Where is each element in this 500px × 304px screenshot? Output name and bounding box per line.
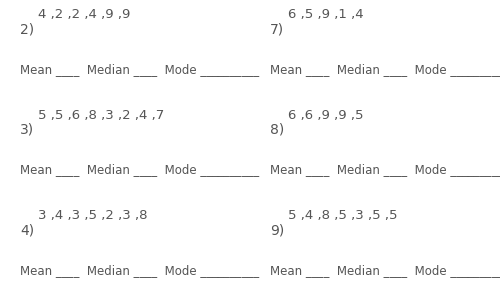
Text: 5 ,4 ,8 ,5 ,3 ,5 ,5: 5 ,4 ,8 ,5 ,3 ,5 ,5: [288, 209, 397, 222]
Text: Mean ____  Median ____  Mode __________: Mean ____ Median ____ Mode __________: [20, 163, 259, 176]
Text: Mean ____  Median ____  Mode __________: Mean ____ Median ____ Mode __________: [270, 163, 500, 176]
Text: 9): 9): [270, 223, 284, 237]
Text: Mean ____  Median ____  Mode __________: Mean ____ Median ____ Mode __________: [20, 264, 259, 277]
Text: 2): 2): [20, 22, 34, 36]
Text: 3): 3): [20, 123, 34, 137]
Text: 8): 8): [270, 123, 284, 137]
Text: 5 ,5 ,6 ,8 ,3 ,2 ,4 ,7: 5 ,5 ,6 ,8 ,3 ,2 ,4 ,7: [38, 109, 164, 122]
Text: 6 ,6 ,9 ,9 ,5: 6 ,6 ,9 ,9 ,5: [288, 109, 363, 122]
Text: Mean ____  Median ____  Mode __________: Mean ____ Median ____ Mode __________: [20, 63, 259, 76]
Text: Mean ____  Median ____  Mode __________: Mean ____ Median ____ Mode __________: [270, 63, 500, 76]
Text: 4 ,2 ,2 ,4 ,9 ,9: 4 ,2 ,2 ,4 ,9 ,9: [38, 8, 130, 21]
Text: Mean ____  Median ____  Mode __________: Mean ____ Median ____ Mode __________: [270, 264, 500, 277]
Text: 4): 4): [20, 223, 34, 237]
Text: 3 ,4 ,3 ,5 ,2 ,3 ,8: 3 ,4 ,3 ,5 ,2 ,3 ,8: [38, 209, 147, 222]
Text: 7): 7): [270, 22, 284, 36]
Text: 6 ,5 ,9 ,1 ,4: 6 ,5 ,9 ,1 ,4: [288, 8, 363, 21]
